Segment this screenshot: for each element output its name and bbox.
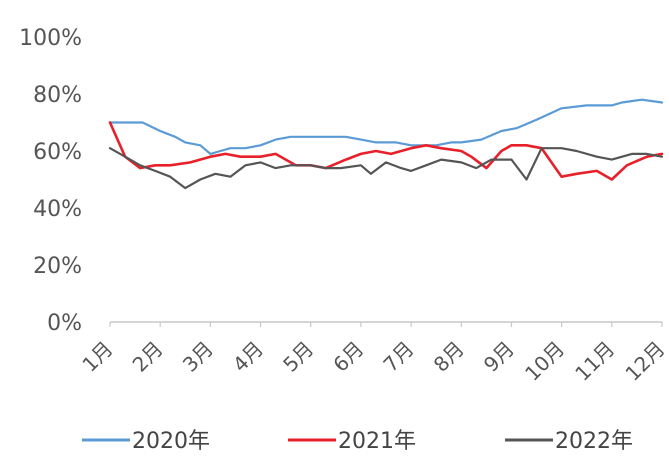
x-tick-label: 4月	[228, 337, 268, 377]
series-lines	[108, 98, 664, 190]
x-axis-ticks: 1月 2月 3月 4月 5月 6月 7月 8月 9月 10月 11月 12月	[77, 322, 669, 386]
x-tick-label: 1月	[77, 337, 117, 377]
series-line-2022年	[108, 147, 664, 190]
x-tick-label: 5月	[278, 337, 318, 377]
legend-label: 2022年	[555, 429, 633, 454]
legend-label: 2020年	[132, 429, 210, 454]
series-line-2020年	[108, 98, 664, 155]
y-axis-ticks: 0% 20% 40% 60% 80% 100%	[19, 26, 82, 336]
y-tick-label: 60%	[33, 140, 82, 165]
x-tick-label: 7月	[379, 337, 419, 377]
y-tick-label: 0%	[47, 311, 82, 336]
x-tick-label: 2月	[128, 337, 168, 377]
x-tick-label: 11月	[570, 337, 619, 386]
x-tick-label: 9月	[479, 337, 519, 377]
x-tick-label: 12月	[620, 337, 669, 386]
x-tick-label: 6月	[328, 337, 368, 377]
y-tick-label: 100%	[19, 26, 82, 51]
legend: 2020年 2021年 2022年	[82, 429, 633, 454]
y-tick-label: 40%	[33, 197, 82, 222]
x-tick-label: 3月	[178, 337, 218, 377]
series-line-2021年	[108, 121, 664, 181]
x-tick-label: 10月	[520, 337, 569, 386]
x-tick-label: 8月	[429, 337, 469, 377]
y-tick-label: 20%	[33, 254, 82, 279]
legend-label: 2021年	[338, 429, 416, 454]
y-tick-label: 80%	[33, 83, 82, 108]
